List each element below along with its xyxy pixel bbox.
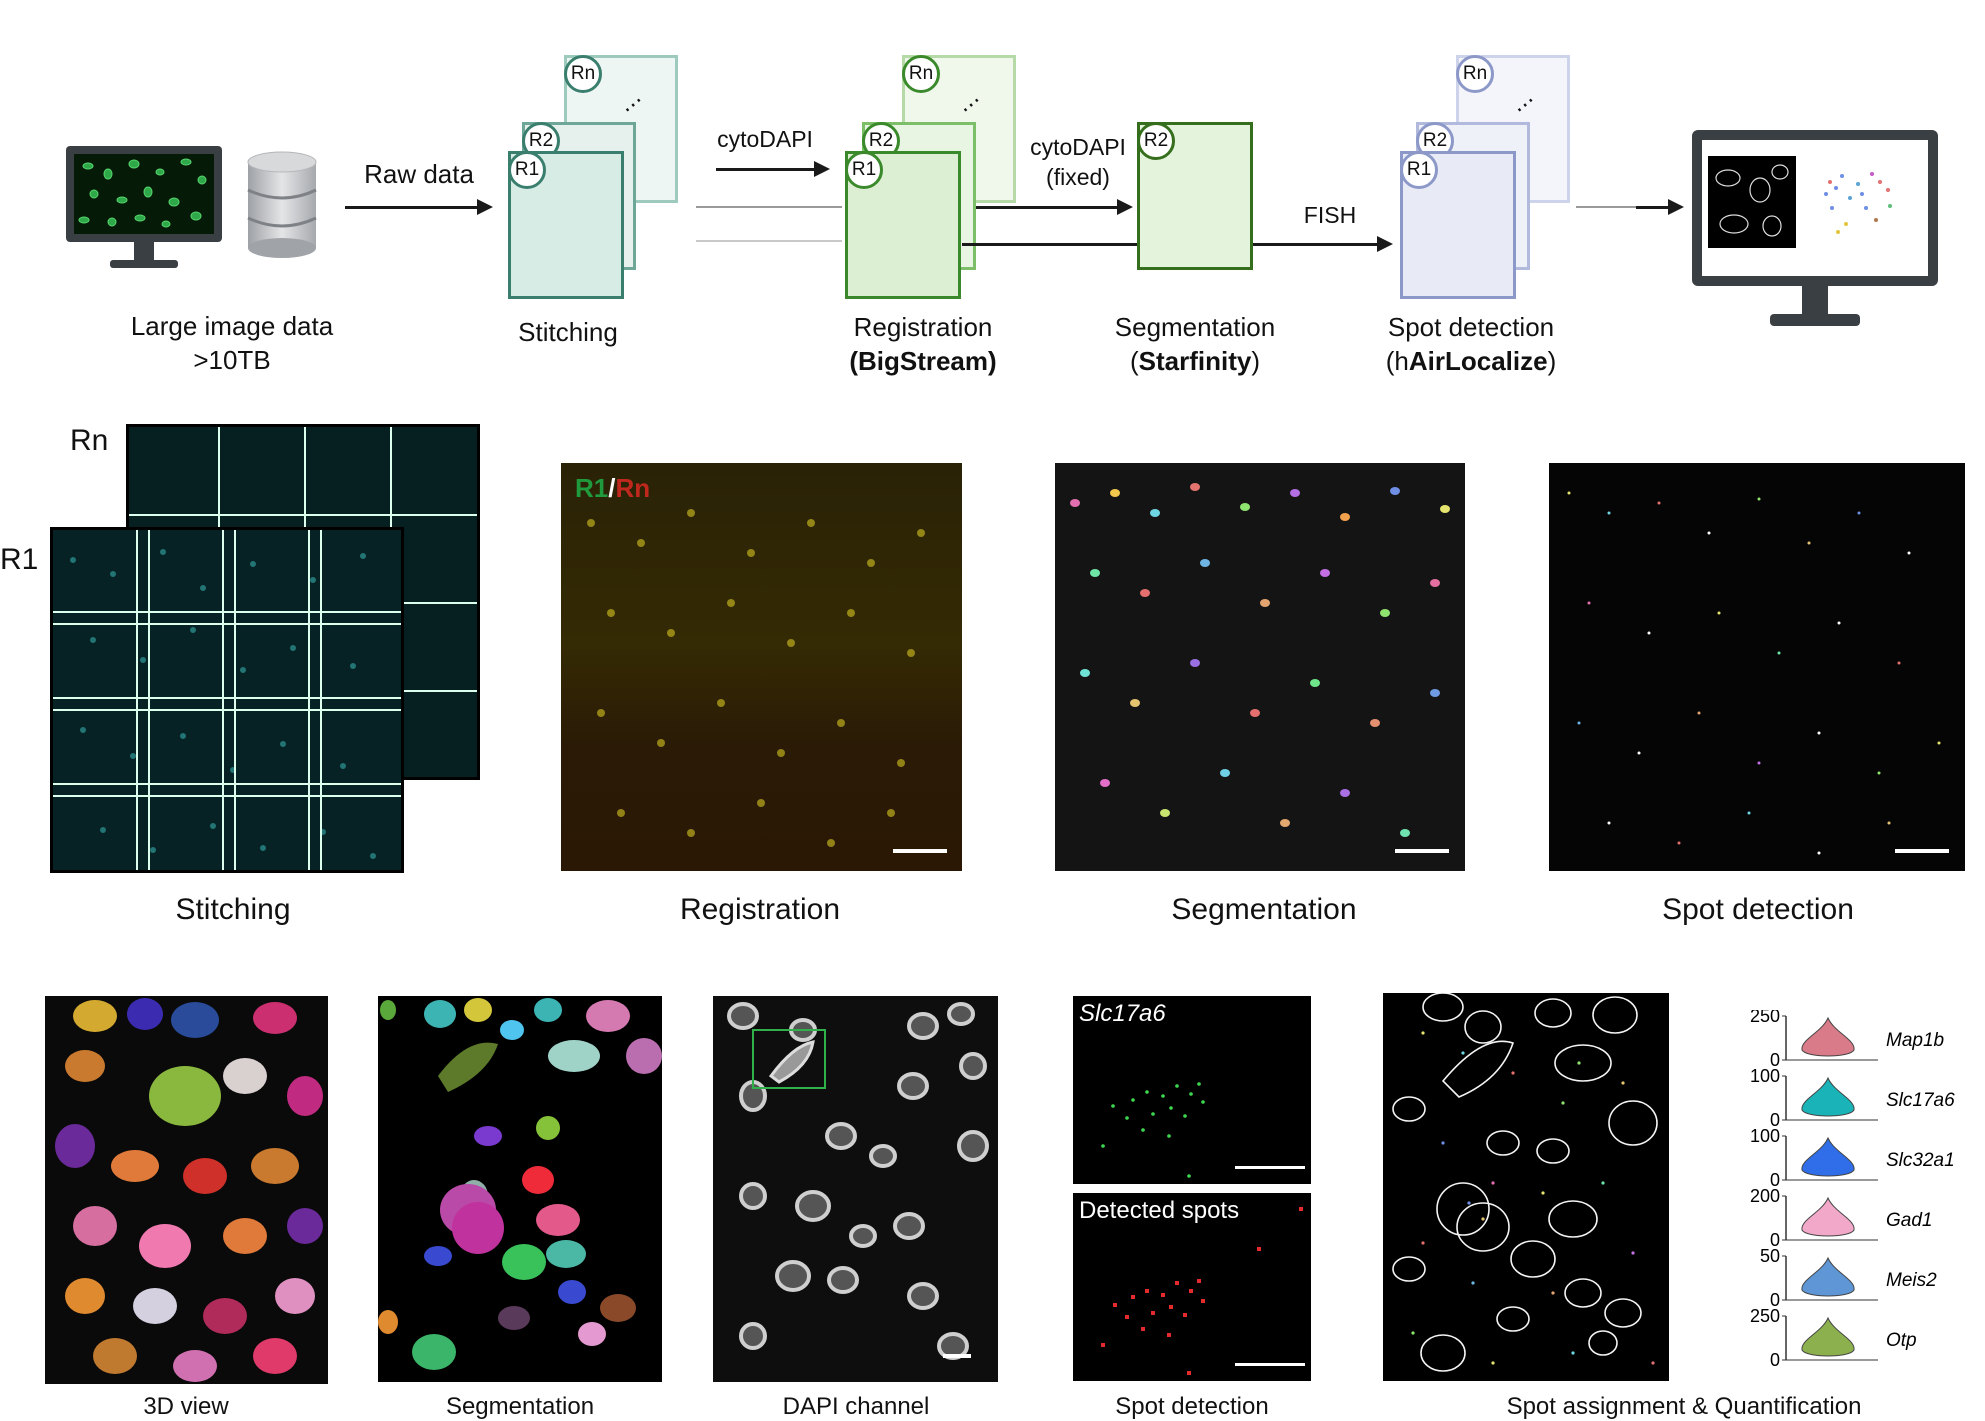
bottom-label-spot-assignment: Spot assignment & Quantification [1506, 1393, 1862, 1420]
scale-bar [893, 849, 947, 853]
segmentation-image [1055, 463, 1465, 871]
spot-detection-label: Spot detection (hAirLocalize) [1385, 312, 1557, 376]
connector-line [696, 206, 842, 208]
r1-label: R1 [0, 543, 39, 576]
connector-line [696, 240, 842, 242]
scale-bar [1895, 849, 1949, 853]
violin-gene-label: Otp [1886, 1330, 1917, 1351]
output-monitor-icon [1690, 128, 1940, 336]
scale-bar [1235, 1363, 1305, 1366]
violin-tick-label: 250 [1750, 1306, 1780, 1326]
violin-tick-label: 0 [1770, 1230, 1780, 1250]
bottom-label-spot-detection: Spot detection [1115, 1393, 1269, 1420]
registration-overlay-label: R1/Rn [575, 473, 651, 503]
spot-assignment-image [1383, 993, 1669, 1381]
source-label: Large image data >10TB [130, 311, 334, 375]
monitor-icon [64, 144, 224, 274]
registration-label: Registration (BigStream) [849, 312, 997, 376]
violin-chart: 250 0 Map1b 100 0 Slc17a6 100 0 Slc32a1 200 0 Gad1 5… [1728, 1010, 1978, 1372]
cytodapi-fixed-arrow [976, 199, 1133, 215]
bottom-label-3d-view: 3D view [143, 1393, 229, 1420]
reg-badge-rn: Rn [902, 55, 940, 93]
violin-map1b [1801, 1016, 1855, 1057]
violin-gad1 [1801, 1196, 1855, 1237]
spot-badge-r1: R1 [1400, 151, 1438, 189]
violin-gene-label: Map1b [1886, 1030, 1944, 1051]
reg-badge-r1: R1 [845, 151, 883, 189]
cytodapi-label: cytoDAPI [717, 126, 813, 152]
stitching-label: Stitching [518, 317, 618, 347]
violin-tick-label: 250 [1750, 1010, 1780, 1026]
middle-label-spot-detection: Spot detection [1662, 893, 1854, 926]
connector-line [1253, 243, 1293, 246]
cytodapi-arrow [716, 161, 830, 177]
segmentation-mask-image [378, 996, 662, 1382]
stitch-badge-r1: R1 [508, 151, 546, 189]
violin-slc32a1 [1801, 1136, 1855, 1177]
violin-tick-label: 100 [1750, 1066, 1780, 1086]
middle-label-registration: Registration [679, 893, 841, 926]
scale-bar [1395, 849, 1449, 853]
stitch-tile-r1 [50, 527, 404, 873]
bottom-label-dapi-channel: DAPI channel [782, 1393, 930, 1420]
violin-gene-label: Meis2 [1886, 1270, 1937, 1291]
fish-label: FISH [1303, 202, 1357, 228]
slc17a6-image: Slc17a6 [1073, 996, 1311, 1184]
slc17a6-title: Slc17a6 [1079, 1000, 1166, 1027]
violin-otp [1801, 1316, 1855, 1357]
violin-tick-label: 0 [1770, 1290, 1780, 1310]
violin-tick-label: 50 [1760, 1246, 1780, 1266]
dapi-channel-image [713, 996, 998, 1382]
violin-tick-label: 200 [1750, 1186, 1780, 1206]
violin-tick-label: 0 [1770, 1050, 1780, 1070]
3d-view-image [45, 996, 328, 1384]
detected-spots-image: Detected spots [1073, 1193, 1311, 1381]
output-arrow [1636, 199, 1684, 215]
registration-image: R1/Rn [561, 463, 962, 871]
violin-tick-label: 0 [1770, 1350, 1780, 1370]
spot-badge-rn: Rn [1456, 55, 1494, 93]
violin-gene-label: Gad1 [1886, 1210, 1932, 1231]
segmentation-label: Segmentation (Starfinity) [1114, 312, 1276, 376]
raw-data-label: Raw data [364, 159, 474, 189]
violin-gene-label: Slc32a1 [1886, 1150, 1955, 1171]
spot-detection-image [1549, 463, 1965, 871]
violin-tick-label: 100 [1750, 1126, 1780, 1146]
middle-label-stitching: Stitching [175, 893, 291, 926]
seg-badge-r2: R2 [1137, 122, 1175, 160]
database-icon [246, 150, 318, 260]
middle-label-segmentation: Segmentation [1171, 893, 1357, 926]
violin-tick-label: 0 [1770, 1110, 1780, 1130]
detected-spots-title: Detected spots [1079, 1197, 1240, 1224]
violin-svg: 2500Map1b1000Slc17a61000Slc32a12000Gad15… [1750, 1010, 1955, 1370]
bottom-label-segmentation: Segmentation [445, 1393, 595, 1420]
violin-slc17a6 [1801, 1076, 1855, 1117]
connector-line [1576, 206, 1636, 208]
rn-label: Rn [70, 424, 109, 457]
scale-bar [1235, 1166, 1305, 1169]
stitch-badge-rn: Rn [564, 55, 602, 93]
raw-data-arrow [345, 199, 493, 215]
violin-tick-label: 0 [1770, 1170, 1780, 1190]
violin-gene-label: Slc17a6 [1886, 1090, 1955, 1111]
violin-meis2 [1801, 1256, 1855, 1297]
cytodapi-fixed-label: cytoDAPI (fixed) [1030, 134, 1126, 190]
connector-line [962, 243, 1138, 246]
fish-arrow [1293, 236, 1393, 252]
